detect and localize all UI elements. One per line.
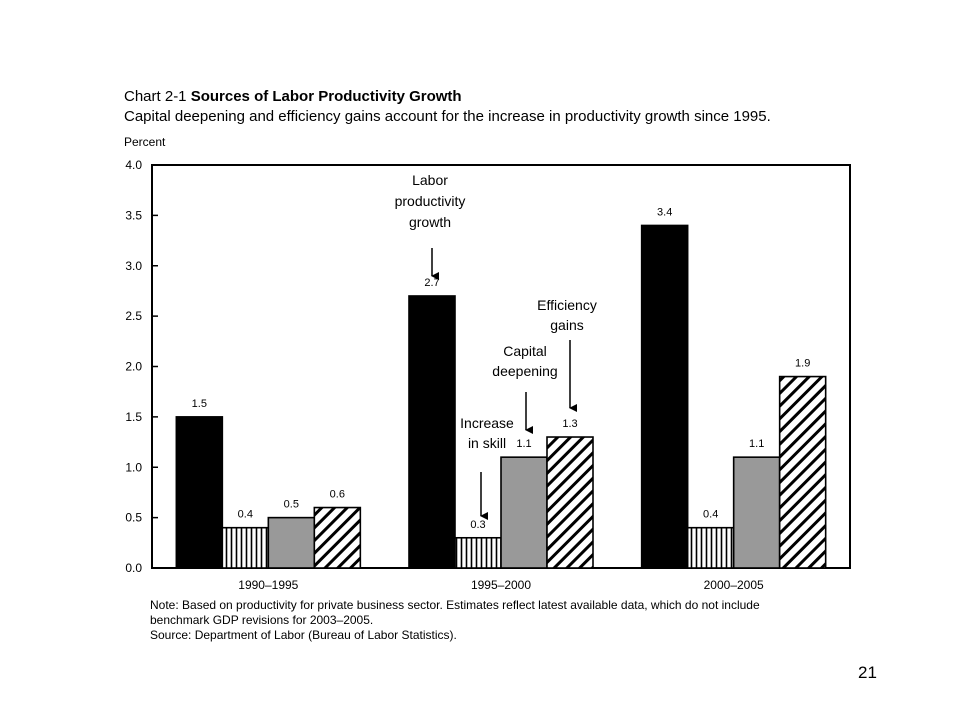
- bar: [640, 224, 689, 569]
- callout-label: gains: [550, 317, 583, 333]
- callout-label: Labor: [412, 172, 448, 188]
- page-number: 21: [858, 663, 877, 682]
- data-label: 3.4: [657, 206, 672, 218]
- y-tick-label: 3.0: [125, 259, 142, 273]
- bar: [267, 516, 316, 569]
- data-label: 0.3: [470, 519, 485, 531]
- bar: [408, 295, 456, 569]
- y-tick-label: 0.0: [125, 561, 142, 575]
- callout-label: Efficiency: [537, 297, 597, 313]
- bar: [778, 375, 827, 569]
- data-label: 1.3: [562, 418, 577, 430]
- data-label: 1.1: [516, 438, 531, 450]
- bar: [686, 526, 735, 569]
- y-axis-label: Percent: [124, 135, 166, 149]
- bar: [313, 506, 362, 569]
- y-tick-label: 0.5: [125, 511, 142, 525]
- data-label: 2.7: [424, 277, 439, 289]
- x-tick-label: 2000–2005: [704, 578, 764, 592]
- chart-title-line: Chart 2-1 Sources of Labor Productivity …: [124, 88, 462, 105]
- bar: [732, 456, 781, 569]
- data-label: 1.1: [749, 438, 764, 450]
- y-tick-label: 2.0: [125, 360, 142, 374]
- callout-label: Capital: [503, 343, 547, 359]
- x-tick-label: 1990–1995: [238, 578, 298, 592]
- source-line: Source: Department of Labor (Bureau of L…: [150, 628, 457, 642]
- y-tick-label: 3.5: [125, 208, 142, 222]
- data-label: 1.9: [795, 358, 810, 370]
- data-label: 0.6: [330, 489, 345, 501]
- bar: [221, 526, 270, 569]
- y-tick-label: 4.0: [125, 158, 142, 172]
- y-tick-label: 2.5: [125, 309, 142, 323]
- callout-label: Increase: [460, 415, 514, 431]
- bar: [500, 456, 548, 569]
- callout-label: productivity: [395, 193, 466, 209]
- chart-title: Sources of Labor Productivity Growth: [190, 88, 462, 105]
- data-label: 0.4: [703, 509, 718, 521]
- chart-notes: Note: Based on productivity for private …: [150, 598, 850, 643]
- callout-label: deepening: [492, 363, 557, 379]
- note-line-2: benchmark GDP revisions for 2003–2005.: [150, 613, 374, 627]
- callout-label: in skill: [468, 435, 506, 451]
- bar: [546, 436, 594, 569]
- note-line-1: Note: Based on productivity for private …: [150, 598, 760, 612]
- x-tick-label: 1995–2000: [471, 578, 531, 592]
- data-label: 0.4: [238, 509, 253, 521]
- data-label: 1.5: [192, 398, 207, 410]
- y-tick-label: 1.0: [125, 460, 142, 474]
- y-tick-label: 1.5: [125, 410, 142, 424]
- data-label: 0.5: [284, 499, 299, 511]
- bar: [454, 536, 502, 569]
- callout-label: growth: [409, 214, 451, 230]
- chart-subtitle: Capital deepening and efficiency gains a…: [124, 108, 771, 125]
- bar: [175, 416, 224, 569]
- chart-number: Chart 2-1: [124, 88, 187, 105]
